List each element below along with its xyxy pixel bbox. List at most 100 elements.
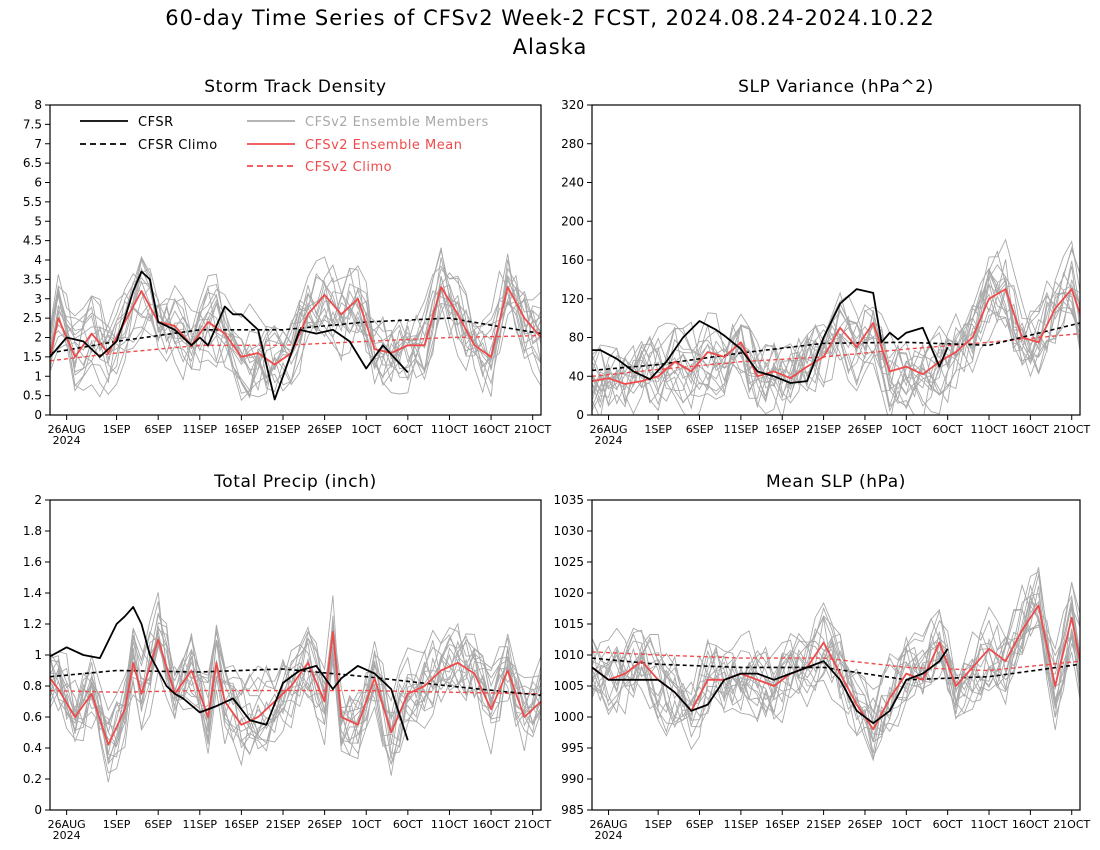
y-tick-label: 1.2 bbox=[23, 617, 42, 631]
cfsr-climo-line bbox=[592, 657, 1080, 681]
panel-title: Mean SLP (hPa) bbox=[766, 472, 906, 492]
x-tick-label: 1OCT bbox=[351, 818, 381, 831]
plot-area bbox=[592, 238, 1080, 415]
y-tick-label: 1 bbox=[34, 648, 42, 662]
y-tick-label: 240 bbox=[561, 176, 584, 190]
legend-ens-mean-label: CFSv2 Ensemble Mean bbox=[305, 138, 462, 153]
legend-cfsv2-climo-label: CFSv2 Climo bbox=[305, 160, 392, 175]
cfsv2-climo-line bbox=[50, 689, 541, 695]
ensemble-member-line bbox=[592, 600, 1080, 743]
y-tick-label: 0.6 bbox=[23, 710, 42, 724]
y-tick-label: 0.5 bbox=[23, 389, 42, 403]
ensemble-member-line bbox=[50, 272, 541, 402]
x-tick-label: 21OCT bbox=[1053, 818, 1090, 831]
ensemble-member-line bbox=[50, 277, 541, 398]
plot-area bbox=[50, 592, 541, 783]
x-tick-label: 1OCT bbox=[891, 423, 921, 436]
y-tick-label: 3.5 bbox=[23, 272, 42, 286]
ensemble-member-line bbox=[50, 627, 541, 745]
y-tick-label: 6.5 bbox=[23, 156, 42, 170]
panel-title: Storm Track Density bbox=[204, 77, 386, 97]
y-tick-label: 0 bbox=[576, 408, 584, 422]
cfsv2-climo-line bbox=[50, 334, 541, 362]
ensemble-member-line bbox=[50, 250, 541, 394]
x-tick-label: 21SEP bbox=[806, 423, 841, 436]
x-tick-label: 6SEP bbox=[686, 818, 714, 831]
cfsr-line bbox=[592, 288, 949, 384]
x-tick-label: 6OCT bbox=[933, 423, 963, 436]
x-tick-label: 16OCT bbox=[473, 423, 510, 436]
panel-0: Storm Track Density 0 0.5 1 1.5 2 2.5 3 3.5 4 4.5 5… bbox=[23, 77, 552, 447]
y-tick-label: 280 bbox=[561, 137, 584, 151]
y-tick-label: 4.5 bbox=[23, 234, 42, 248]
x-tick-label: 11OCT bbox=[431, 423, 468, 436]
ensemble-member-line bbox=[50, 634, 541, 761]
x-year-label: 2024 bbox=[53, 829, 81, 842]
panel-3: Mean SLP (hPa) 985 990 995 1000 1005 1010 1015 1… bbox=[553, 472, 1090, 842]
x-tick-label: 11SEP bbox=[724, 818, 759, 831]
panel-2: Total Precip (inch) 0 0.2 0.4 0.6 0.8 1 1.2 1.4 1… bbox=[23, 472, 552, 842]
y-tick-label: 0.8 bbox=[23, 679, 42, 693]
y-tick-label: 2 bbox=[34, 493, 42, 507]
x-tick-label: 6OCT bbox=[393, 423, 423, 436]
ensemble-member-line bbox=[592, 583, 1080, 737]
ensemble-member-line bbox=[592, 248, 1080, 415]
y-tick-label: 1.8 bbox=[23, 524, 42, 538]
x-tick-label: 21OCT bbox=[514, 818, 551, 831]
y-tick-label: 1010 bbox=[553, 648, 584, 662]
y-tick-label: 1005 bbox=[553, 679, 584, 693]
x-tick-label: 21SEP bbox=[266, 423, 301, 436]
cfsr-climo-line bbox=[592, 322, 1080, 372]
y-tick-label: 200 bbox=[561, 214, 584, 228]
ensemble-member-line bbox=[50, 267, 541, 372]
ensemble-member-line bbox=[592, 574, 1080, 750]
ensemble-member-line bbox=[50, 595, 541, 776]
y-tick-label: 985 bbox=[561, 803, 584, 817]
y-tick-label: 0 bbox=[34, 408, 42, 422]
x-year-label: 2024 bbox=[595, 829, 623, 842]
ensemble-member-line bbox=[592, 270, 1080, 408]
x-tick-label: 6OCT bbox=[933, 818, 963, 831]
x-year-label: 2024 bbox=[53, 434, 81, 447]
y-tick-label: 0.4 bbox=[23, 741, 42, 755]
ensemble-member-line bbox=[50, 256, 541, 392]
figure-subtitle: Alaska bbox=[512, 35, 588, 59]
x-tick-label: 1SEP bbox=[103, 818, 131, 831]
ensemble-member-line bbox=[50, 622, 541, 747]
ensemble-member-line bbox=[592, 582, 1080, 762]
x-tick-label: 16OCT bbox=[1012, 818, 1049, 831]
y-tick-label: 1030 bbox=[553, 524, 584, 538]
x-tick-label: 11SEP bbox=[183, 423, 218, 436]
y-tick-label: 1.6 bbox=[23, 555, 42, 569]
x-tick-label: 21OCT bbox=[514, 423, 551, 436]
cfsr-climo-line bbox=[50, 317, 541, 354]
x-tick-label: 16SEP bbox=[765, 818, 800, 831]
y-tick-label: 7.5 bbox=[23, 117, 42, 131]
ensemble-member-line bbox=[50, 592, 541, 757]
x-tick-label: 16OCT bbox=[473, 818, 510, 831]
plot-frame bbox=[49, 104, 542, 416]
x-tick-label: 21SEP bbox=[806, 818, 841, 831]
x-tick-label: 16SEP bbox=[224, 818, 259, 831]
x-tick-label: 26SEP bbox=[848, 423, 883, 436]
ensemble-mean-line bbox=[50, 630, 541, 746]
y-tick-label: 40 bbox=[569, 369, 584, 383]
ensemble-member-line bbox=[592, 570, 1080, 743]
y-tick-label: 1025 bbox=[553, 555, 584, 569]
y-tick-label: 995 bbox=[561, 741, 584, 755]
ensemble-member-line bbox=[50, 258, 541, 378]
y-tick-label: 6 bbox=[34, 176, 42, 190]
x-tick-label: 26SEP bbox=[307, 818, 342, 831]
ensemble-member-line bbox=[592, 275, 1080, 409]
y-tick-label: 80 bbox=[569, 331, 584, 345]
x-tick-label: 16OCT bbox=[1012, 423, 1049, 436]
y-tick-label: 2 bbox=[34, 331, 42, 345]
plot-frame bbox=[591, 104, 1081, 416]
y-tick-label: 8 bbox=[34, 98, 42, 112]
x-tick-label: 11SEP bbox=[183, 818, 218, 831]
figure-title: 60-day Time Series of CFSv2 Week-2 FCST,… bbox=[165, 6, 935, 30]
x-tick-label: 1OCT bbox=[351, 423, 381, 436]
cfsv2-climo-line bbox=[592, 651, 1080, 672]
x-tick-label: 26SEP bbox=[307, 423, 342, 436]
x-tick-label: 11OCT bbox=[970, 818, 1007, 831]
